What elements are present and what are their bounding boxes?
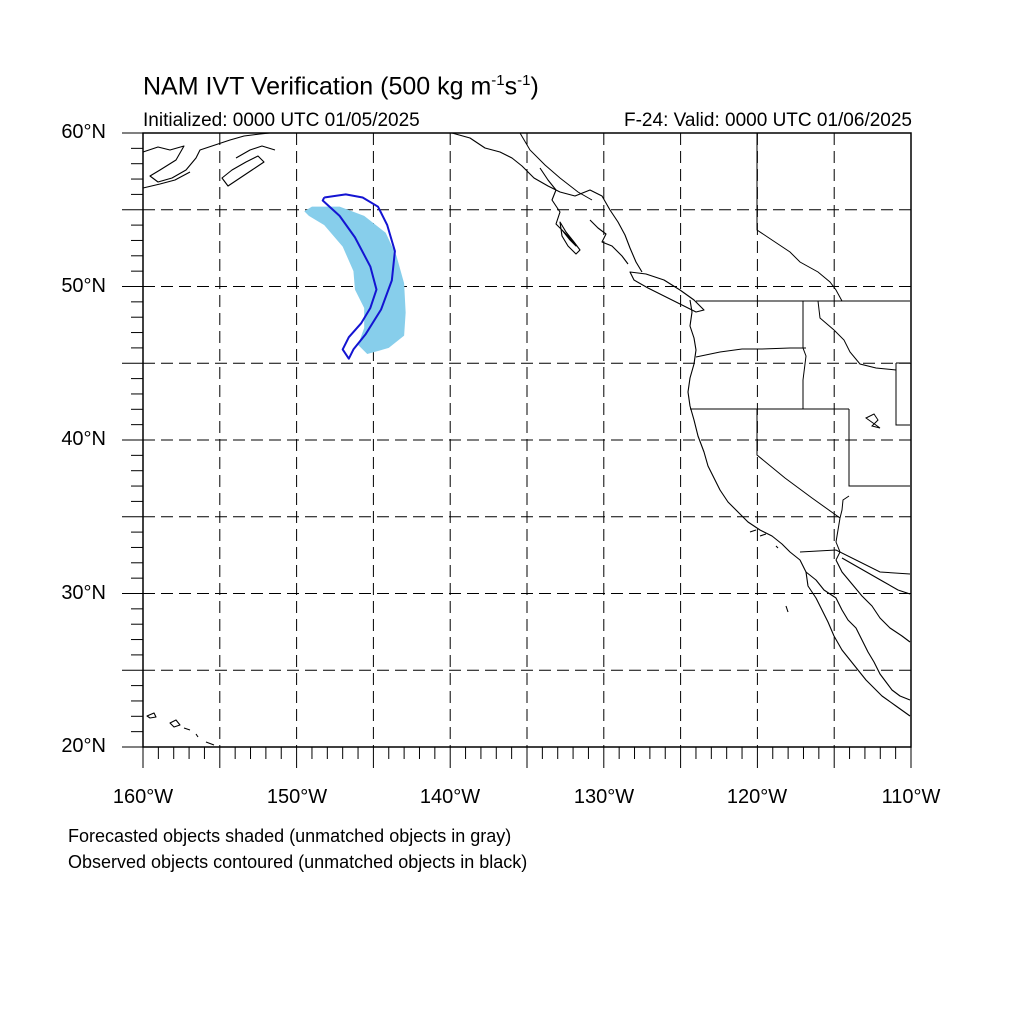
forecast-object-shaded (304, 206, 406, 355)
valid-time: F-24: Valid: 0000 UTC 01/06/2025 (624, 110, 912, 131)
kodiak-island (221, 155, 265, 187)
great-salt-lake (865, 413, 881, 429)
lon-label-110w: 110°W (881, 786, 941, 808)
baja-california (805, 571, 911, 701)
us-mexico-border (799, 549, 911, 575)
lat-label-50n: 50°N (61, 275, 106, 297)
lat-label-30n: 30°N (61, 582, 106, 604)
montana-idaho-border (817, 300, 897, 371)
title-unit-s: s (504, 72, 518, 101)
channel-islands (749, 529, 779, 549)
title-exponent-1: -1 (491, 72, 505, 89)
ca-nv-border (756, 409, 841, 519)
observed-object-contour (321, 193, 396, 360)
axis-ticks (122, 132, 912, 768)
bc-inlets (589, 219, 629, 265)
us-west-coast (687, 299, 911, 717)
gulf-of-alaska-coast (451, 132, 643, 273)
sonora-coast (841, 557, 911, 595)
lon-label-130w: 130°W (573, 786, 635, 808)
lon-label-120w: 120°W (726, 786, 788, 808)
title-close: ) (530, 72, 539, 101)
graticule (143, 133, 911, 747)
lat-label-40n: 40°N (61, 428, 106, 450)
alaska-canada-border (519, 132, 593, 201)
utah-border (848, 409, 910, 487)
lat-label-60n: 60°N (61, 121, 106, 143)
political-boundaries (519, 132, 911, 575)
guadalupe-island (785, 605, 789, 613)
alaska-peninsula (142, 171, 191, 189)
lon-label-150w: 150°W (266, 786, 328, 808)
plot-frame (142, 132, 912, 748)
alaska-coast (142, 132, 271, 183)
lon-label-160w: 160°W (112, 786, 174, 808)
forecast-legend-note: Forecasted objects shaded (unmatched obj… (68, 826, 512, 846)
title-exponent-2: -1 (517, 72, 531, 89)
observed-legend-note: Observed objects contoured (unmatched ob… (68, 852, 528, 872)
kenai-coast (235, 145, 276, 159)
az-border (835, 517, 841, 561)
nv-az-border (839, 495, 850, 519)
lon-label-140w: 140°W (419, 786, 481, 808)
gulf-of-california (835, 559, 911, 643)
wa-or-border (695, 347, 806, 358)
initialized-time: Initialized: 0000 UTC 01/05/2025 (143, 110, 420, 131)
hawaii-islands (146, 712, 215, 746)
bc-alberta-border (756, 133, 843, 302)
vancouver-island (629, 271, 705, 313)
coastline (142, 132, 911, 746)
plot-title: NAM IVT Verification (500 kg m-1s-1) (143, 72, 539, 101)
idaho-border (802, 301, 807, 409)
alexander-archipelago (539, 167, 577, 247)
title-text: NAM IVT Verification (500 kg m (143, 72, 492, 101)
haida-gwaii (559, 221, 581, 255)
wy-border (895, 362, 910, 426)
lat-label-20n: 20°N (61, 735, 106, 757)
